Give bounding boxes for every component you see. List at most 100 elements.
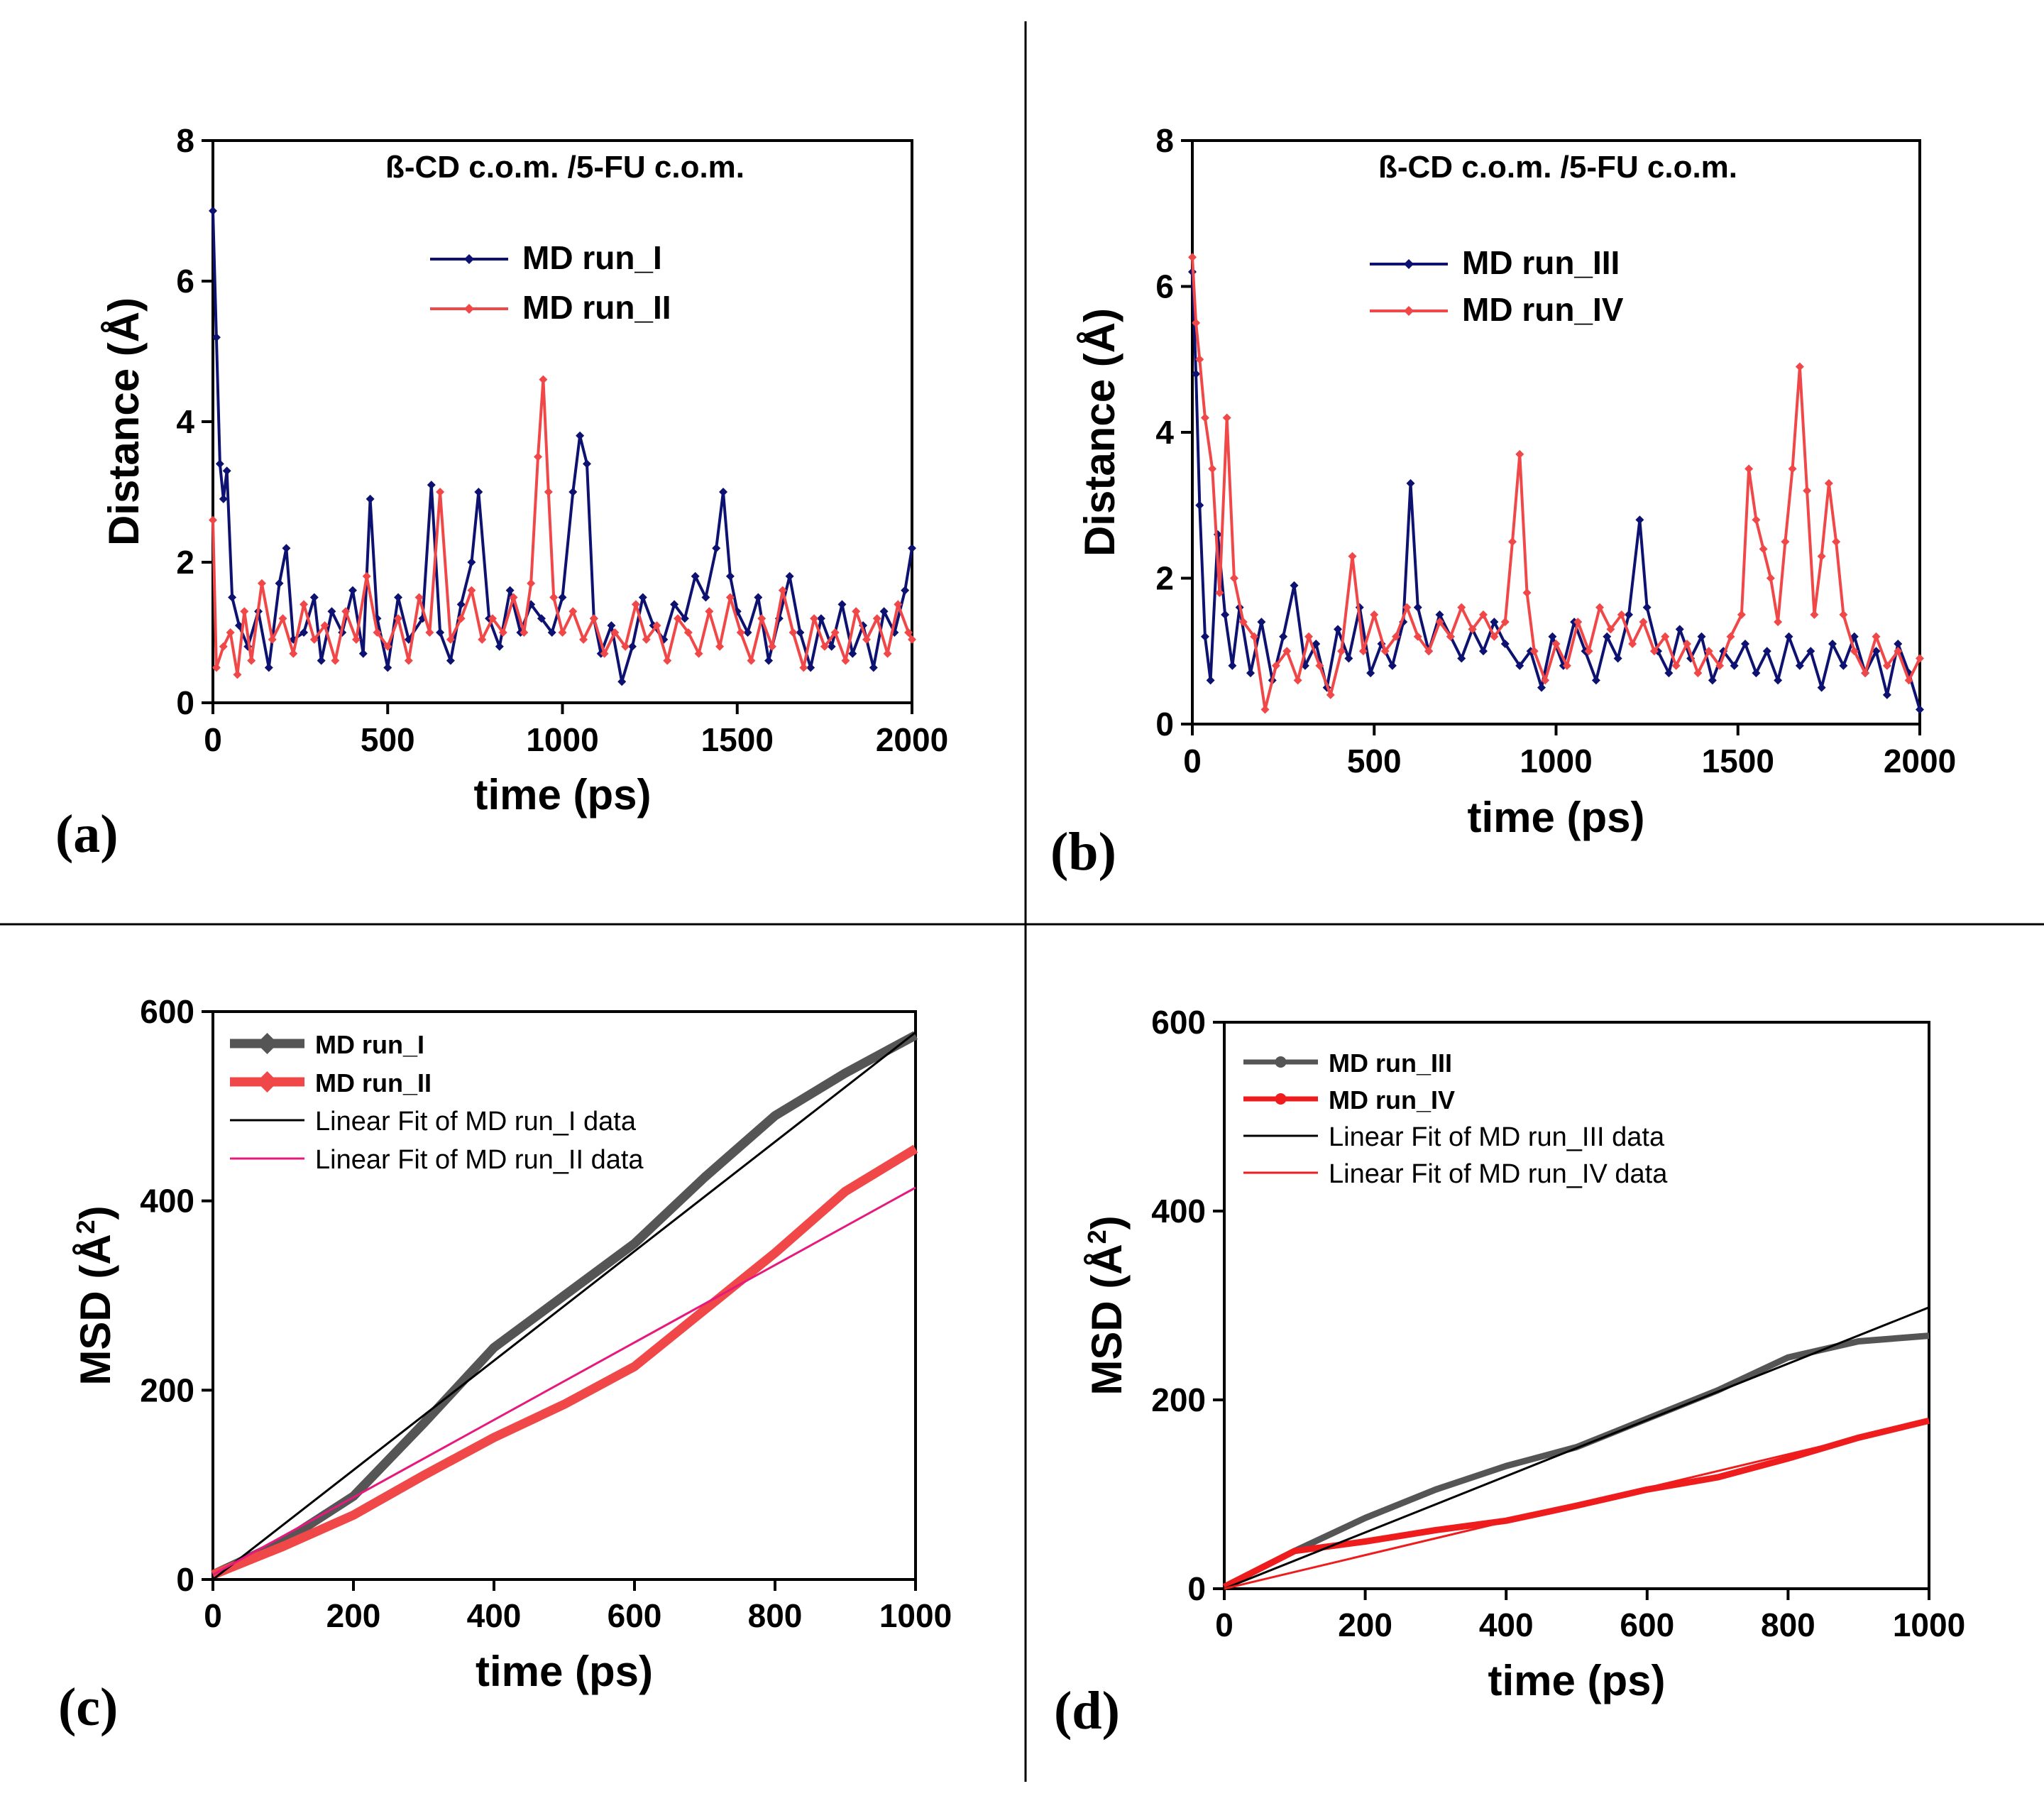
data-point [652,621,661,630]
y-tick-label: 6 [1155,268,1174,305]
legend-marker [1404,259,1414,269]
y-tick-label: 600 [1151,1004,1206,1041]
data-point [1697,632,1706,641]
data-point [211,663,221,672]
series-linear-fit-of-md-run-ii-data [212,1186,916,1576]
data-point [736,628,745,637]
data-point [547,628,556,637]
data-point [600,649,609,658]
data-point [789,628,798,637]
x-tick-label: 0 [1215,1606,1233,1643]
legend-label: Linear Fit of MD run_IV data [1329,1159,1668,1189]
data-point [1595,603,1604,612]
data-point [568,488,578,496]
data-point [1229,574,1238,583]
data-point [694,649,703,658]
x-tick-label: 600 [608,1597,662,1634]
data-point [1221,610,1230,619]
data-point [1435,610,1444,619]
data-point [1774,618,1783,627]
panel-label: (c) [58,1677,118,1737]
data-point [1693,669,1703,678]
data-point [1625,610,1633,619]
x-axis-label: time (ps) [1467,794,1644,841]
chart-panel-a: 0 500 1000 1500 2000 0 2 4 6 8 time (ps) Distance (… [55,122,948,864]
data-point [1490,632,1499,641]
data-point [300,628,309,637]
y-tick-label: 6 [176,263,194,300]
legend-entry: MD run_II [230,1068,432,1097]
data-point [1806,647,1815,656]
data-point [1784,632,1793,641]
data-point [209,515,217,525]
data-point [1704,647,1713,656]
data-point [674,614,683,623]
legend-entry: MD run_IV [1370,291,1624,328]
data-point [282,544,291,553]
legend-entry: MD run_III [1370,244,1620,281]
data-point [1839,661,1848,670]
data-point [1293,676,1302,685]
data-point [1671,661,1681,670]
data-point [1916,654,1924,663]
data-point [498,628,507,637]
data-point [300,600,309,609]
data-point [683,628,693,637]
x-axis-label: time (ps) [1488,1657,1665,1704]
data-point [1413,632,1422,641]
data-point [908,544,916,553]
legend-marker [1404,306,1414,316]
data-point [576,431,585,440]
data-point [240,607,249,616]
y-tick-label: 0 [1187,1570,1206,1607]
data-point [768,642,776,651]
data-point [394,593,403,602]
data-point [1708,676,1717,685]
y-tick-label: 4 [1155,414,1174,451]
data-point [1424,647,1434,656]
data-point [1759,544,1768,554]
data-point [1479,610,1488,619]
series-md-run-ii [209,375,916,679]
data-point [1741,639,1749,648]
series-md-run-iv [1188,253,1924,714]
data-point [1402,603,1412,612]
data-point [1683,639,1691,648]
data-point [1238,618,1248,627]
x-tick-label: 200 [326,1597,381,1634]
data-point [341,607,351,616]
y-tick-label: 2 [176,544,194,581]
panel-label: (b) [1050,822,1116,882]
data-point [638,593,647,602]
data-point [1457,654,1466,663]
data-point [467,586,476,595]
y-tick-label: 0 [1155,706,1174,743]
y-axis-label-sup: 2 [1082,1230,1111,1244]
data-point [1392,632,1400,641]
data-point [785,571,794,581]
data-point [425,628,434,637]
y-tick-label: 2 [1155,560,1174,597]
data-point [467,558,476,566]
data-point [589,614,598,623]
data-point [1916,705,1924,714]
data-point [1490,618,1499,627]
y-tick-label: 600 [140,993,194,1030]
y-axis-label: MSD (Å2) [71,1205,119,1385]
data-point [837,600,847,609]
data-point [1282,647,1292,656]
data-point [883,649,892,658]
data-point [1752,669,1761,678]
legend-entry: Linear Fit of MD run_IV data [1243,1159,1668,1189]
data-point [1766,574,1775,583]
y-tick-label: 400 [140,1183,194,1220]
data-point [1446,632,1455,641]
data-point [1642,603,1652,612]
data-point [1279,632,1288,641]
data-point [1882,690,1891,699]
data-point [219,494,228,503]
data-point [219,642,228,651]
data-point [527,579,536,588]
data-point [478,635,487,644]
data-point [1358,647,1368,656]
